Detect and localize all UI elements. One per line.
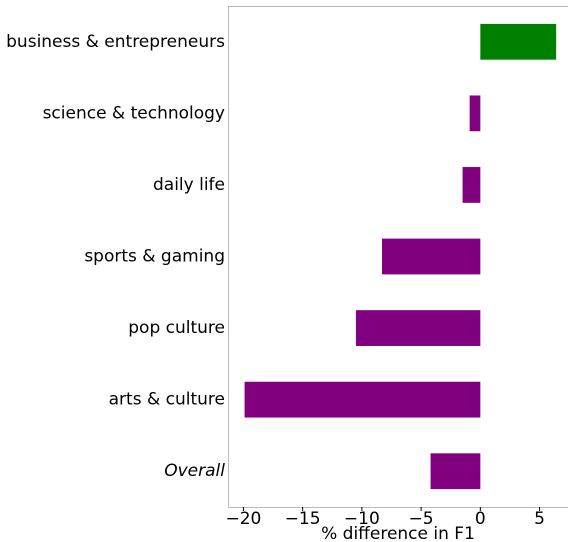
y-tick-label: sports & gaming: [84, 247, 225, 267]
x-tick-label: 5: [534, 509, 545, 529]
y-tick-label: business & entrepreneurs: [6, 32, 225, 52]
bar: [382, 238, 481, 275]
x-tick-label: −20: [225, 509, 261, 529]
x-axis-label: % difference in F1: [321, 524, 475, 542]
bar: [244, 381, 481, 418]
y-tick-label: arts & culture: [109, 390, 225, 410]
bar: [469, 95, 481, 132]
y-tick-label: Overall: [164, 461, 225, 481]
x-tick-label: −10: [344, 509, 380, 529]
x-tick-label: −5: [409, 509, 434, 529]
bar: [480, 23, 557, 60]
y-tick-label: pop culture: [128, 318, 225, 338]
y-tick-label: daily life: [153, 175, 225, 195]
bar: [355, 310, 481, 346]
plot-frame: [228, 6, 568, 508]
y-tick-label: science & technology: [43, 103, 225, 123]
bar: [430, 453, 481, 490]
bar: [462, 167, 481, 203]
x-tick-label: −15: [285, 509, 321, 529]
x-tick-label: 0: [475, 509, 486, 529]
